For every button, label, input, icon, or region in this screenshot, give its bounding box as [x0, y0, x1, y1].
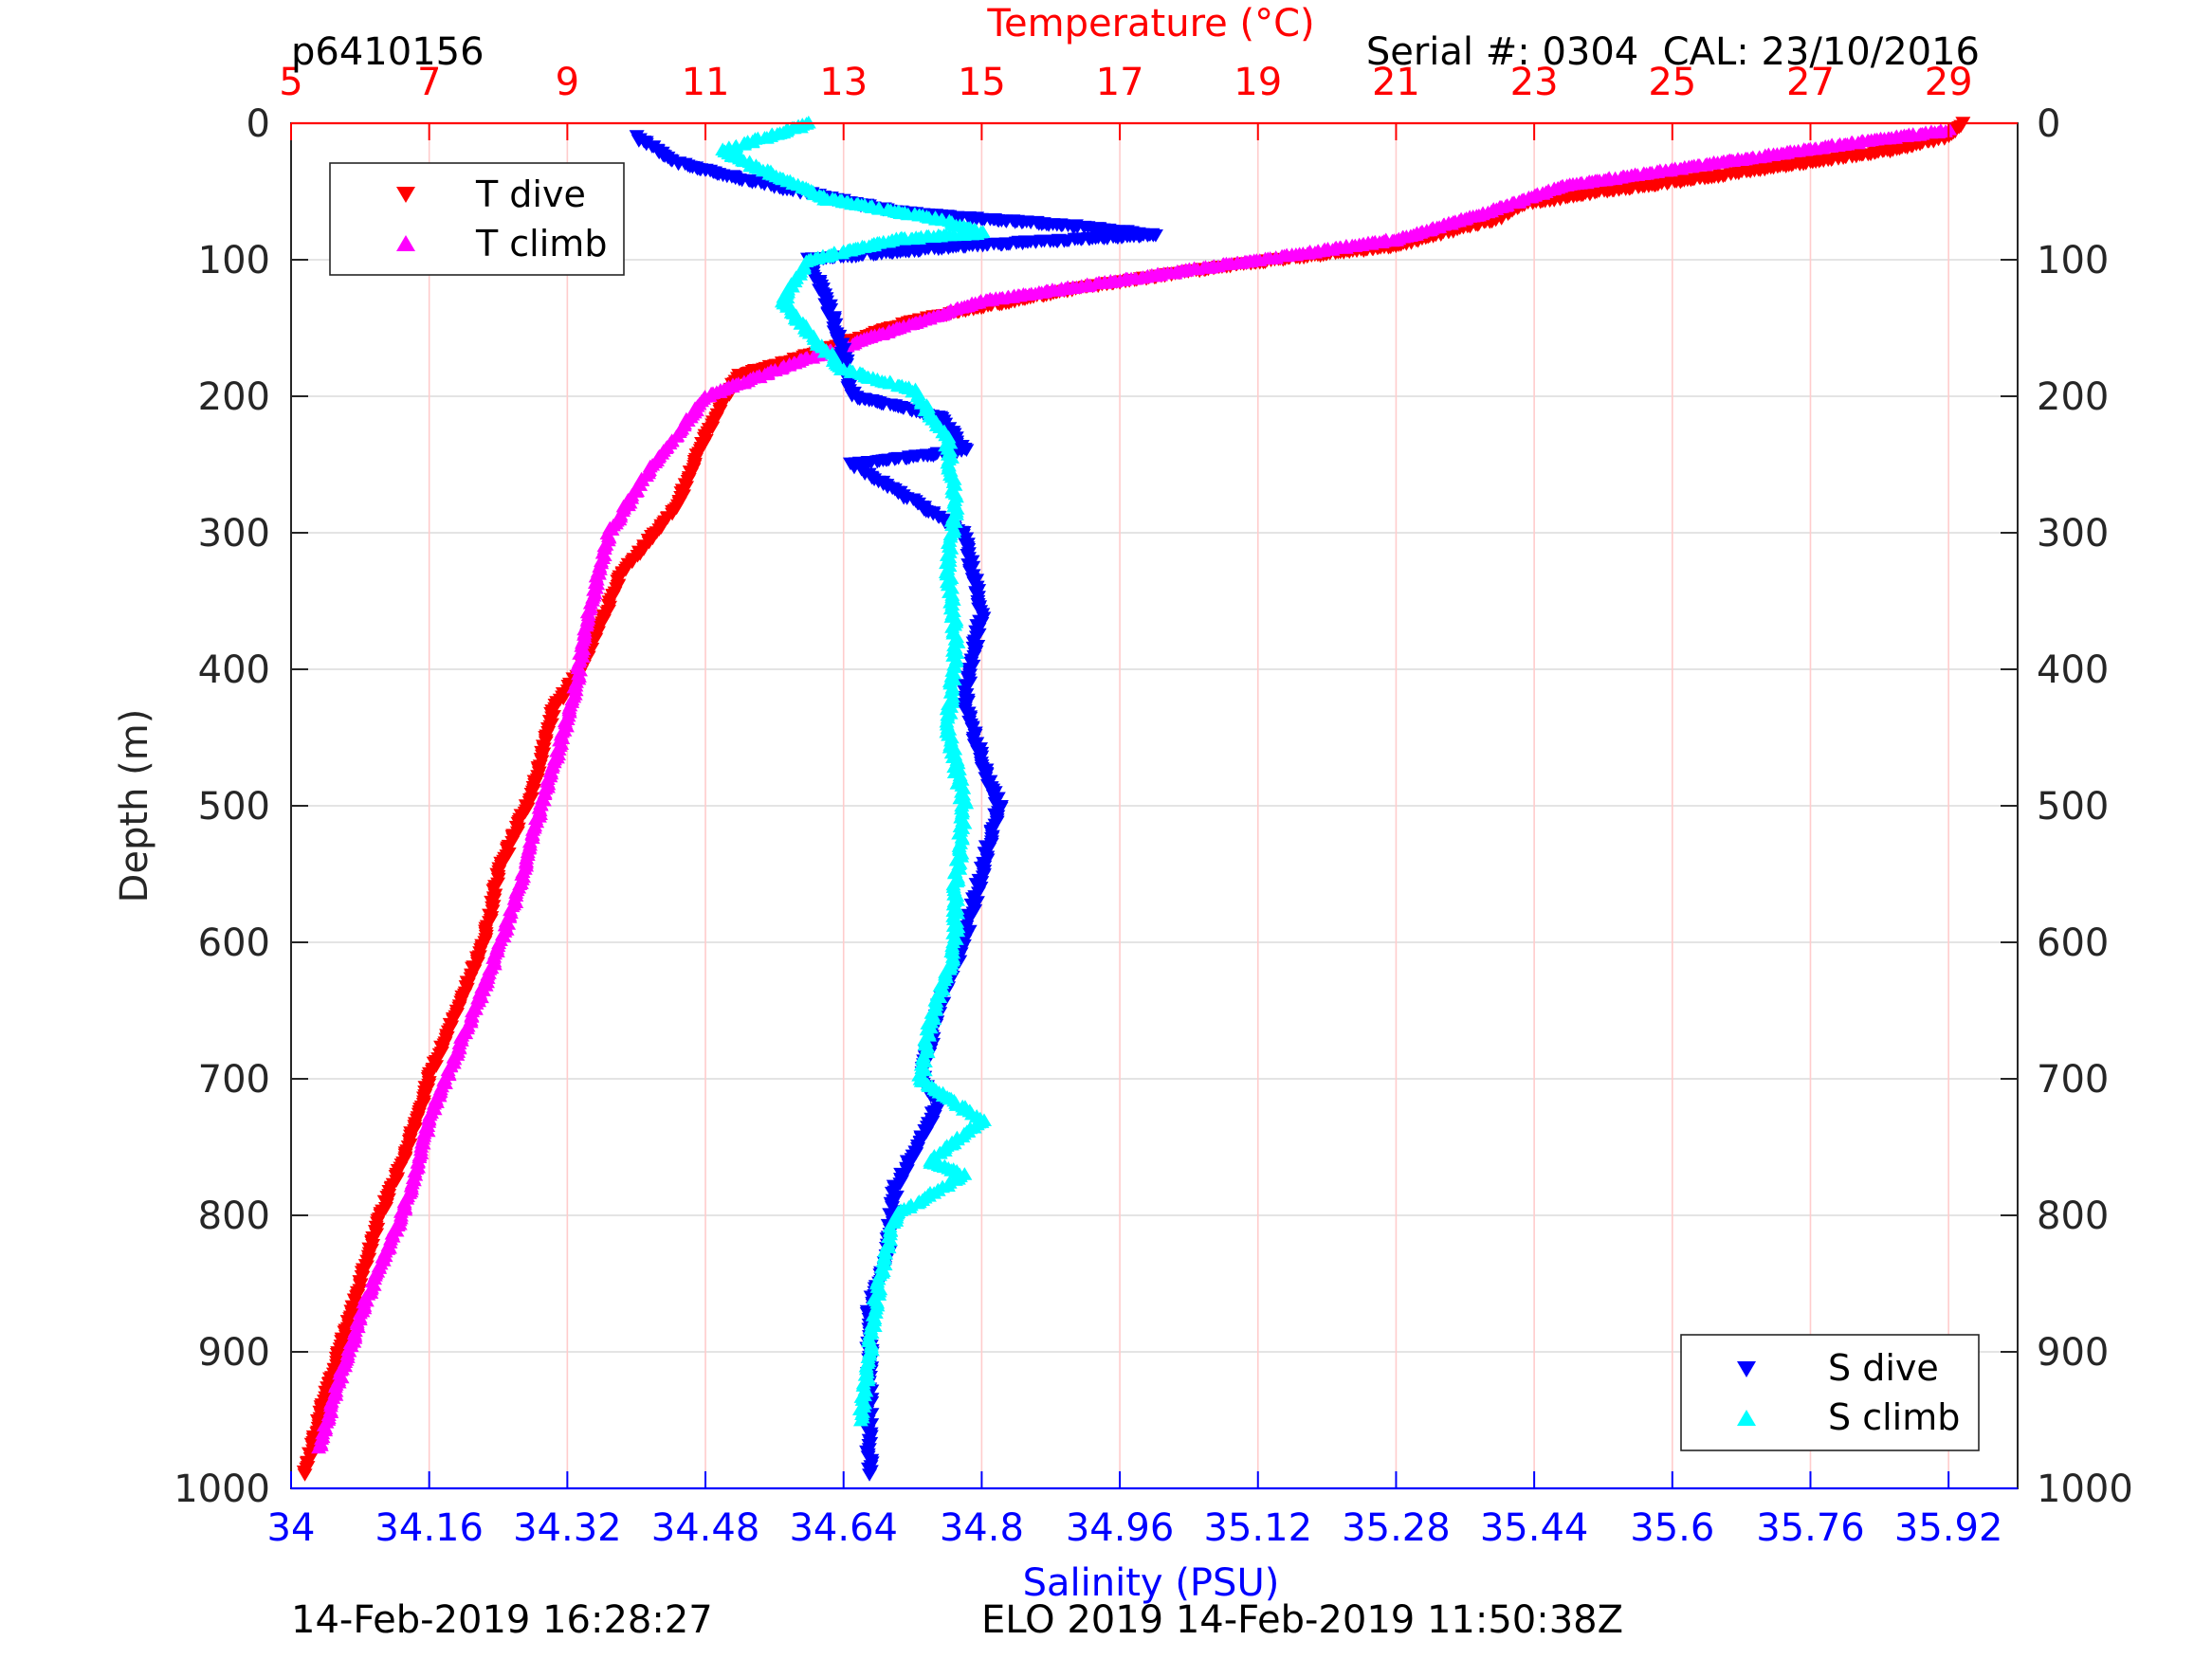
data-point	[862, 1468, 878, 1482]
depth-axis-title: Depth (m)	[113, 709, 156, 903]
temperature-tick-label: 5	[279, 61, 302, 104]
temperature-tick-label: 23	[1510, 61, 1559, 104]
depth-tick-label-left: 500	[198, 785, 270, 829]
depth-tick-label-right: 600	[2037, 921, 2109, 965]
temperature-tick-label: 7	[417, 61, 441, 104]
legend-t-dive-marker	[396, 187, 415, 203]
salinity-tick-label: 35.12	[1204, 1506, 1313, 1550]
salinity-legend: S dive S climb	[1680, 1334, 1980, 1451]
depth-tick-label-left: 900	[198, 1331, 270, 1375]
temperature-legend-box	[329, 162, 625, 276]
grid-lines	[291, 123, 2018, 1488]
legend-s-dive-label: S dive	[1828, 1347, 1939, 1389]
depth-tick-label-right: 200	[2037, 375, 2109, 419]
salinity-tick-label: 34	[267, 1506, 316, 1550]
legend-t-climb-marker	[396, 235, 415, 251]
temperature-axis-title: Temperature (°C)	[986, 2, 1314, 46]
temperature-tick-label: 13	[819, 61, 868, 104]
depth-tick-label-right: 400	[2037, 648, 2109, 692]
salinity-tick-label: 35.76	[1756, 1506, 1865, 1550]
salinity-tick-label: 35.6	[1630, 1506, 1714, 1550]
temperature-tick-label: 27	[1786, 61, 1835, 104]
temperature-tick-label: 19	[1234, 61, 1282, 104]
data-point	[297, 1468, 313, 1482]
salinity-tick-label: 34.96	[1066, 1506, 1175, 1550]
depth-tick-label-right: 100	[2037, 239, 2109, 283]
depth-tick-label-right: 700	[2037, 1058, 2109, 1102]
temperature-tick-label: 17	[1096, 61, 1144, 104]
salinity-tick-label: 35.92	[1894, 1506, 2003, 1550]
depth-tick-label-left: 1000	[174, 1468, 270, 1511]
depth-tick-label-left: 0	[247, 102, 270, 146]
legend-s-dive-marker	[1737, 1361, 1756, 1377]
legend-marker-triangle	[396, 235, 415, 251]
data-points	[296, 115, 1971, 1482]
legend-marker-triangle	[1737, 1361, 1756, 1377]
legend-t-climb-label: T climb	[475, 223, 607, 264]
salinity-tick-label: 35.28	[1342, 1506, 1451, 1550]
serial-cal-label: Serial #: 0304 CAL: 23/10/2016	[1366, 30, 1980, 74]
data-point	[966, 738, 982, 752]
depth-tick-label-right: 0	[2037, 102, 2060, 146]
depth-tick-label-right: 300	[2037, 512, 2109, 556]
data-point	[311, 1440, 327, 1454]
series-t-climb	[311, 122, 1958, 1454]
salinity-legend-box	[1680, 1334, 1980, 1451]
temperature-tick-label: 29	[1925, 61, 1973, 104]
footer-timestamp: 14-Feb-2019 16:28:27	[291, 1598, 713, 1642]
depth-tick-label-left: 600	[198, 921, 270, 965]
depth-tick-label-right: 500	[2037, 785, 2109, 829]
salinity-tick-label: 34.8	[940, 1506, 1024, 1550]
depth-tick-label-left: 700	[198, 1058, 270, 1102]
depth-tick-label-left: 100	[198, 239, 270, 283]
salinity-tick-label: 35.44	[1480, 1506, 1589, 1550]
legend-marker-triangle	[396, 187, 415, 203]
series-s-climb	[715, 115, 992, 1427]
depth-tick-label-right: 900	[2037, 1331, 2109, 1375]
salinity-axis-title: Salinity (PSU)	[1023, 1561, 1280, 1605]
depth-tick-label-right: 800	[2037, 1194, 2109, 1238]
temperature-tick-label: 9	[556, 61, 579, 104]
temperature-tick-label: 11	[682, 61, 730, 104]
temperature-tick-label: 15	[958, 61, 1006, 104]
depth-tick-label-left: 200	[198, 375, 270, 419]
depth-tick-label-left: 300	[198, 512, 270, 556]
data-point	[852, 1413, 868, 1427]
footer-mission: ELO 2019 14-Feb-2019 11:50:38Z	[981, 1598, 1623, 1642]
temperature-tick-label: 25	[1648, 61, 1696, 104]
salinity-tick-label: 34.16	[375, 1506, 484, 1550]
salinity-tick-label: 34.48	[651, 1506, 760, 1550]
salinity-tick-label: 34.64	[789, 1506, 898, 1550]
temperature-legend: T dive T climb	[329, 162, 625, 276]
depth-tick-label-left: 400	[198, 648, 270, 692]
legend-s-climb-label: S climb	[1828, 1396, 1960, 1438]
legend-s-climb-marker	[1737, 1410, 1756, 1426]
depth-tick-label-left: 800	[198, 1194, 270, 1238]
axes: 0 0 100 100 200 200 300 300 400 400 500 500 600 600 70…	[174, 61, 2133, 1550]
legend-marker-triangle	[1737, 1410, 1756, 1426]
temperature-tick-label: 21	[1372, 61, 1420, 104]
legend-t-dive-label: T dive	[475, 173, 586, 215]
salinity-tick-label: 34.32	[513, 1506, 622, 1550]
profile-id-label: p6410156	[291, 30, 484, 74]
depth-tick-label-right: 1000	[2037, 1468, 2133, 1511]
